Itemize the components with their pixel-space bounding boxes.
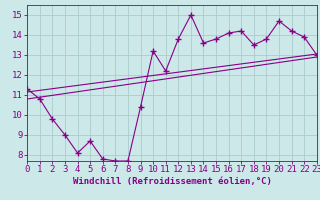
X-axis label: Windchill (Refroidissement éolien,°C): Windchill (Refroidissement éolien,°C) [73,177,271,186]
